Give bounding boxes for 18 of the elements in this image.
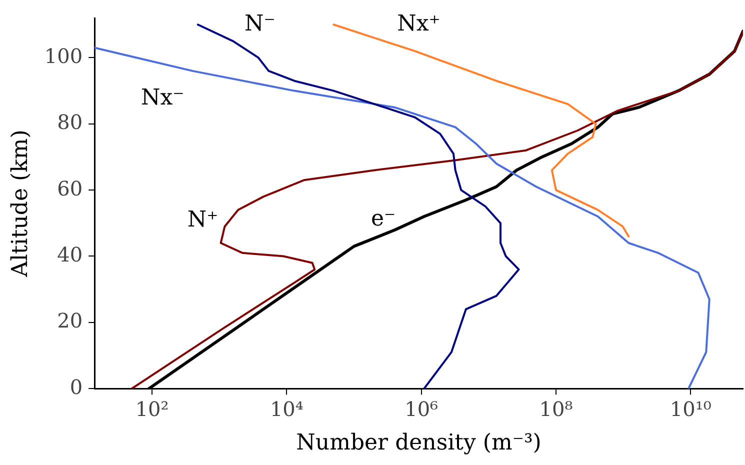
y-tick-label: 60: [57, 176, 83, 200]
series-label: e⁻: [370, 206, 396, 232]
x-tick-label: 10⁸: [539, 396, 573, 421]
y-axis-title: Altitude (km): [8, 130, 33, 278]
y-tick-label: 80: [57, 110, 83, 134]
x-tick-label: 10¹⁰: [670, 396, 712, 421]
series-label: Nx⁻: [140, 86, 184, 111]
y-tick-label: 0: [70, 374, 83, 399]
series-label: N⁻: [244, 11, 276, 36]
x-tick-label: 10⁶: [404, 396, 438, 421]
x-tick-label: 10²: [135, 396, 169, 421]
series-label: Nx⁺: [397, 11, 440, 36]
y-tick-label: 40: [57, 242, 83, 266]
y-tick-label: 100: [44, 44, 83, 68]
series-label: N⁺: [187, 208, 218, 233]
y-tick-label: 20: [57, 308, 83, 333]
x-axis-title: Number density (m⁻³): [296, 430, 542, 456]
x-tick-label: 10⁴: [270, 396, 304, 421]
